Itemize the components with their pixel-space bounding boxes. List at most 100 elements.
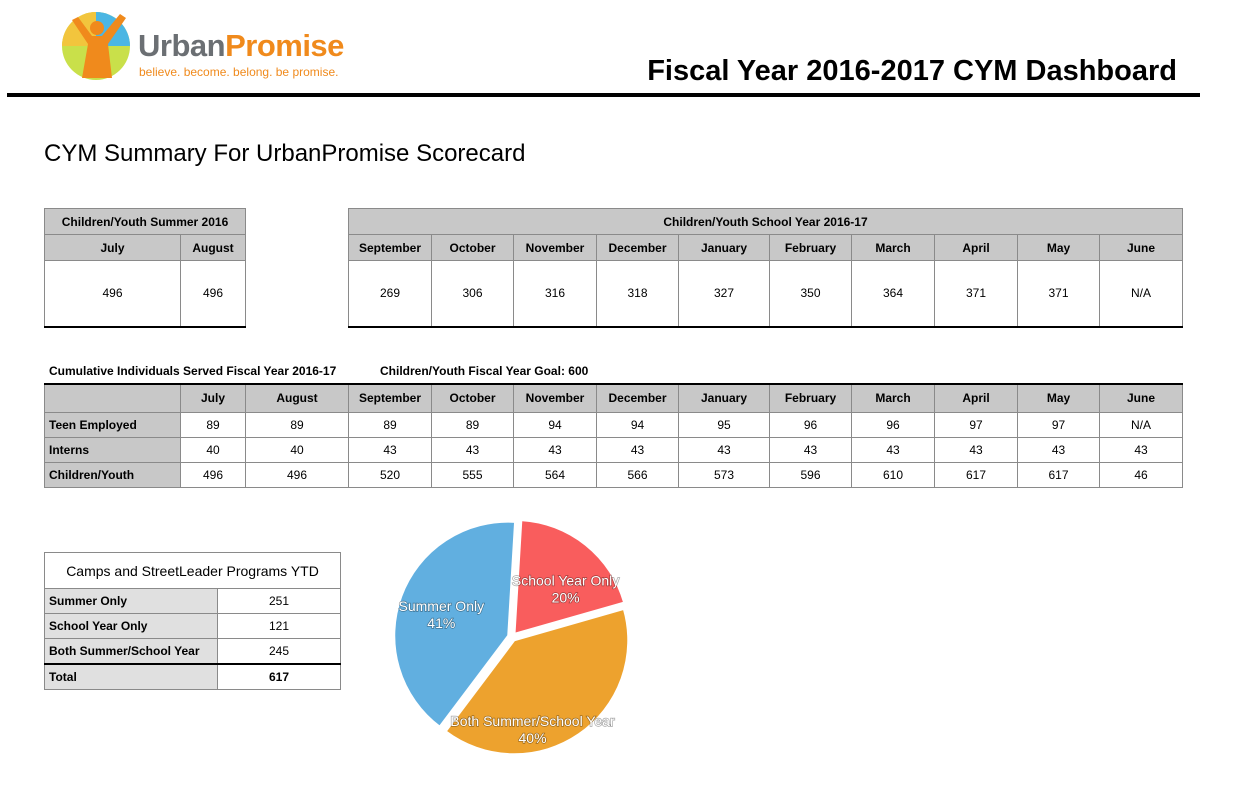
table-cell: 43 <box>1017 436 1100 463</box>
row-label: Both Summer/School Year <box>44 638 218 664</box>
table-cell: 46 <box>1099 461 1183 488</box>
school-month: December <box>596 234 679 261</box>
table-cell: 43 <box>513 436 597 463</box>
table-cell: 40 <box>180 436 246 463</box>
school-value: 306 <box>431 260 514 328</box>
summer-value: 496 <box>44 260 181 328</box>
table-cell: 520 <box>348 461 432 488</box>
table-row: Both Summer/School Year 245 <box>44 638 342 664</box>
pie-percent-label: 41% <box>427 615 455 631</box>
table-cell: 496 <box>180 461 246 488</box>
table-cell: 40 <box>245 436 349 463</box>
header-divider <box>7 93 1200 97</box>
pie-category-label: School Year Only <box>512 573 619 589</box>
summer-value: 496 <box>179 260 247 328</box>
table-row: Interns 40 40 43 43 43 43 43 43 43 43 43… <box>44 436 1183 463</box>
school-month: February <box>769 234 852 261</box>
dashboard-title: Fiscal Year 2016-2017 CYM Dashboard <box>647 55 1177 87</box>
table-cell: 94 <box>513 411 597 438</box>
table-row: Teen Employed 89 89 89 89 94 94 95 96 96… <box>44 411 1183 438</box>
camps-table-title: Camps and StreetLeader Programs YTD <box>43 552 342 589</box>
table-row: Children/Youth 496 496 520 555 564 566 5… <box>44 461 1183 488</box>
table-cell: 564 <box>513 461 597 488</box>
pie-slice-both-summer-school-year <box>444 607 630 756</box>
school-month: November <box>513 234 597 261</box>
logo-figure-icon <box>62 12 130 80</box>
urbanpromise-logo <box>62 12 130 80</box>
cumulative-month: December <box>596 383 679 413</box>
table-cell: 43 <box>934 436 1018 463</box>
table-row: School Year Only 121 <box>44 613 342 639</box>
pie-slice-school-year-only <box>513 519 626 636</box>
pie-category-label: Both Summer/School Year <box>450 713 615 729</box>
table-cell: 95 <box>678 411 770 438</box>
table-cell: 43 <box>769 436 852 463</box>
table-cell: 496 <box>245 461 349 488</box>
cumulative-month: June <box>1099 383 1183 413</box>
table-cell: 89 <box>245 411 349 438</box>
brand-name: UrbanPromise <box>138 30 344 61</box>
table-cell: 43 <box>851 436 935 463</box>
summer-table-title: Children/Youth Summer 2016 <box>43 208 247 235</box>
cumulative-table: July August September October November D… <box>44 383 1183 488</box>
table-cell: 43 <box>678 436 770 463</box>
school-month: January <box>678 234 770 261</box>
table-row: Summer Only 251 <box>44 588 342 614</box>
table-cell: 566 <box>596 461 679 488</box>
cumulative-month: February <box>769 383 852 413</box>
table-cell: 94 <box>596 411 679 438</box>
summer-table: Children/Youth Summer 2016 July August 4… <box>43 208 247 328</box>
brand-urban: Urban <box>138 28 226 63</box>
total-row: Total 617 <box>44 662 342 690</box>
row-label: Interns <box>44 436 181 463</box>
camps-table: Camps and StreetLeader Programs YTD Summ… <box>43 552 342 690</box>
table-cell: 610 <box>851 461 935 488</box>
table-cell: 573 <box>678 461 770 488</box>
cumulative-month: August <box>245 383 349 413</box>
cumulative-month: January <box>678 383 770 413</box>
cumulative-month: May <box>1017 383 1100 413</box>
table-cell: 97 <box>1017 411 1100 438</box>
table-cell: 89 <box>431 411 514 438</box>
pie-percent-label: 40% <box>519 730 547 746</box>
table-cell: 43 <box>1099 436 1183 463</box>
school-value: 316 <box>513 260 597 328</box>
pie-category-label: Summer Only <box>399 598 485 614</box>
table-cell: 251 <box>216 588 342 614</box>
table-cell: 96 <box>769 411 852 438</box>
summer-month: August <box>179 234 247 261</box>
pie-slice-summer-only <box>393 520 517 729</box>
table-cell: 97 <box>934 411 1018 438</box>
school-year-table: Children/Youth School Year 2016-17 Septe… <box>347 208 1184 328</box>
table-cell: 617 <box>1017 461 1100 488</box>
summer-month: July <box>44 234 181 261</box>
row-label: Children/Youth <box>44 461 181 488</box>
cumulative-label: Cumulative Individuals Served Fiscal Yea… <box>49 364 337 378</box>
cumulative-corner <box>44 383 181 413</box>
school-month: March <box>851 234 935 261</box>
cumulative-month: April <box>934 383 1018 413</box>
table-cell: 43 <box>348 436 432 463</box>
table-cell: 121 <box>216 613 342 639</box>
school-table-title: Children/Youth School Year 2016-17 <box>347 208 1184 235</box>
school-value: 318 <box>596 260 679 328</box>
row-label: School Year Only <box>44 613 218 639</box>
pie-percent-label: 20% <box>552 590 580 606</box>
table-cell: N/A <box>1099 411 1183 438</box>
table-cell: 89 <box>348 411 432 438</box>
summary-heading: CYM Summary For UrbanPromise Scorecard <box>44 140 526 167</box>
row-label: Summer Only <box>44 588 218 614</box>
school-month: September <box>348 234 432 261</box>
table-cell: 89 <box>180 411 246 438</box>
goal-label: Children/Youth Fiscal Year Goal: 600 <box>380 364 589 378</box>
table-cell: 245 <box>216 638 342 664</box>
brand-promise: Promise <box>225 28 344 63</box>
cumulative-month: September <box>348 383 432 413</box>
table-cell: 555 <box>431 461 514 488</box>
cumulative-month: July <box>180 383 246 413</box>
school-value: 371 <box>934 260 1018 328</box>
school-month: April <box>934 234 1018 261</box>
school-value: 327 <box>678 260 770 328</box>
school-month: May <box>1017 234 1100 261</box>
